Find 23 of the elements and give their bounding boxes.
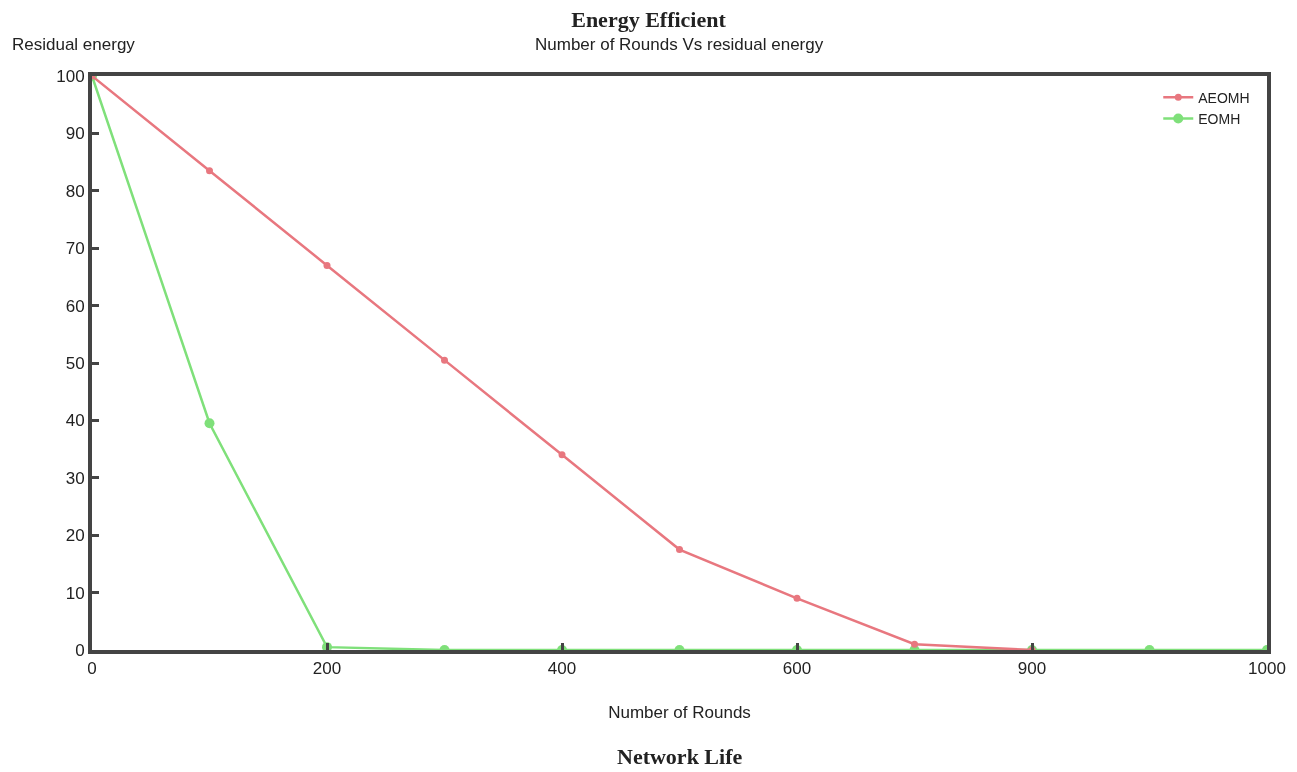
y-tick-label: 50 [65,353,85,373]
chart-title: Energy Efficient [571,6,727,32]
y-tick-label: 20 [65,526,85,546]
x-tick-label: 400 [547,659,577,679]
chart-subtitle: Number of Rounds Vs residual energy [535,35,824,54]
legend-label: EOMH [1198,111,1241,127]
y-tick-label: 90 [65,124,85,144]
x-tick-label: 900 [1017,659,1047,679]
y-tick-label: 10 [65,583,85,603]
text: Network Life [617,744,743,769]
y-tick-label: 40 [65,411,85,431]
y-tick-label: 30 [65,468,85,488]
y-tick-label: 70 [65,239,85,259]
x-tick-label: 1000 [1248,659,1286,679]
x-axis-title: Number of Rounds [608,703,751,723]
x-tick-label: 600 [782,659,812,679]
x-tick-label: 200 [312,659,342,679]
y-tick-label: 80 [65,181,85,201]
legend-label: AEOMH [1198,89,1250,106]
y-tick-label: 100 [56,66,85,86]
y-tick-label: 0 [75,640,85,660]
y-tick-label: 60 [65,296,85,316]
y-axis-title: Residual energy [12,35,136,54]
